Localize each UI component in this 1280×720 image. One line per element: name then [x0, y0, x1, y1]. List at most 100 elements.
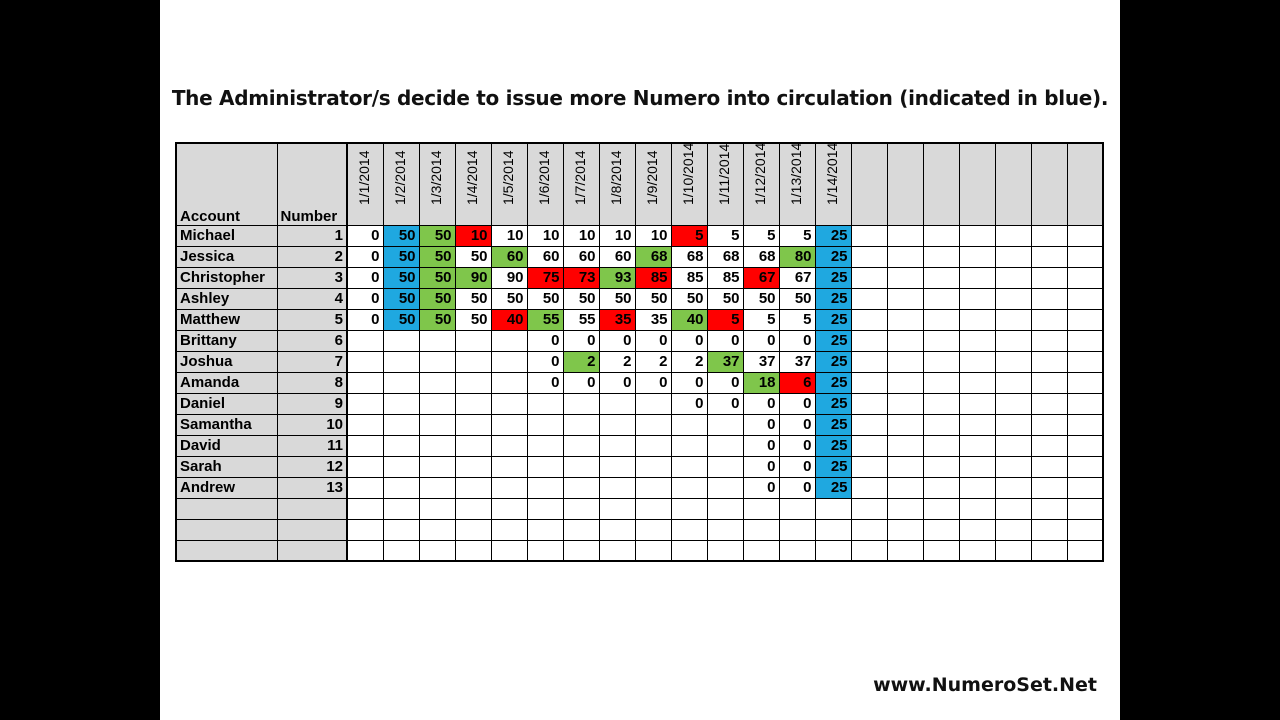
balance-cell: [418, 329, 456, 352]
table-row: Christopher 3 0 50 50 90 90 75 73 93 85 85 85 67 67 25: [175, 266, 1104, 289]
balance-cell: [562, 518, 600, 541]
balance-cell: [1066, 539, 1104, 562]
balance-cell: 0: [742, 413, 780, 436]
balance-cell: [418, 434, 456, 457]
header-row: Account Number 1/1/2014 1/2/2014 1/3/2014 1/4…: [175, 142, 1104, 226]
balance-cell: [454, 518, 492, 541]
balance-cell: 5: [742, 308, 780, 331]
balance-cell: 25: [814, 413, 852, 436]
balance-cell: [382, 455, 420, 478]
date-label: 1/13/2014: [788, 143, 804, 205]
balance-cell: [454, 413, 492, 436]
balance-cell: 50: [778, 287, 816, 310]
balance-cell: [526, 455, 564, 478]
balance-cell: [958, 497, 996, 520]
balance-cell: 0: [634, 329, 672, 352]
balance-cell: [598, 413, 636, 436]
date-column-header: [1066, 142, 1104, 226]
balance-cell: 0: [670, 392, 708, 415]
balance-cell: 67: [778, 266, 816, 289]
date-column-header: 1/11/2014: [706, 142, 744, 226]
balance-cell: 37: [778, 350, 816, 373]
balance-cell: 0: [742, 329, 780, 352]
balance-cell: [886, 287, 924, 310]
balance-cell: [562, 392, 600, 415]
balance-cell: 2: [670, 350, 708, 373]
balance-cell: [994, 245, 1032, 268]
balance-cell: 50: [562, 287, 600, 310]
balance-cell: [1030, 413, 1068, 436]
balance-cell: [418, 455, 456, 478]
balance-cell: [1066, 329, 1104, 352]
balance-cell: 50: [454, 308, 492, 331]
balance-cell: [454, 371, 492, 394]
balance-cell: 25: [814, 224, 852, 247]
balance-cell: 2: [562, 350, 600, 373]
balance-cell: [850, 266, 888, 289]
balance-cell: [1066, 413, 1104, 436]
balance-cell: 50: [742, 287, 780, 310]
account-name-cell: Andrew: [175, 476, 278, 499]
date-column-header: 1/4/2014: [454, 142, 492, 226]
balance-cell: 50: [418, 266, 456, 289]
balance-cell: [1066, 308, 1104, 331]
balance-cell: [562, 476, 600, 499]
balance-cell: [922, 413, 960, 436]
balance-cell: [382, 434, 420, 457]
balance-cell: [454, 476, 492, 499]
table-row: Sarah 12 0 0 25: [175, 455, 1104, 478]
balance-cell: [922, 266, 960, 289]
balance-cell: [994, 497, 1032, 520]
balance-cell: 0: [634, 371, 672, 394]
balance-cell: [382, 497, 420, 520]
balance-cell: 60: [598, 245, 636, 268]
balance-cell: [634, 518, 672, 541]
date-label: 1/8/2014: [608, 150, 624, 205]
balance-cell: 50: [490, 287, 528, 310]
balance-cell: [526, 413, 564, 436]
balance-cell: [1030, 392, 1068, 415]
date-label: 1/6/2014: [536, 150, 552, 205]
account-number-cell: 12: [276, 455, 348, 478]
balance-cell: [490, 392, 528, 415]
balance-cell: 55: [526, 308, 564, 331]
date-column-header: [1030, 142, 1068, 226]
balance-cell: [346, 434, 384, 457]
balance-cell: [490, 497, 528, 520]
date-column-header: [922, 142, 960, 226]
balance-cell: [1030, 518, 1068, 541]
date-label: 1/7/2014: [572, 150, 588, 205]
account-number-cell: 9: [276, 392, 348, 415]
account-column-header: Account: [175, 142, 278, 226]
balance-cell: 68: [634, 245, 672, 268]
account-name-cell: Matthew: [175, 308, 278, 331]
balance-cell: 25: [814, 371, 852, 394]
balance-cell: [778, 518, 816, 541]
balance-cell: 0: [346, 266, 384, 289]
balance-cell: 55: [562, 308, 600, 331]
balance-cell: [886, 392, 924, 415]
balance-cell: 5: [778, 308, 816, 331]
balance-cell: 6: [778, 371, 816, 394]
balance-cell: [994, 455, 1032, 478]
balance-cell: [418, 476, 456, 499]
number-column-header: Number: [276, 142, 348, 226]
slide-title: The Administrator/s decide to issue more…: [171, 86, 1109, 110]
balance-cell: 0: [526, 371, 564, 394]
balance-cell: 60: [526, 245, 564, 268]
balance-cell: [886, 497, 924, 520]
balance-cell: [850, 413, 888, 436]
balance-cell: [346, 350, 384, 373]
date-column-header: [886, 142, 924, 226]
balance-cell: [958, 245, 996, 268]
date-column-header: 1/2/2014: [382, 142, 420, 226]
balance-cell: [418, 518, 456, 541]
balance-cell: 0: [778, 476, 816, 499]
balance-cell: [634, 413, 672, 436]
balance-cell: [454, 497, 492, 520]
balance-cell: [454, 350, 492, 373]
balance-cell: [958, 413, 996, 436]
balance-cell: [922, 539, 960, 562]
balance-cell: [418, 539, 456, 562]
balance-cell: 0: [778, 413, 816, 436]
